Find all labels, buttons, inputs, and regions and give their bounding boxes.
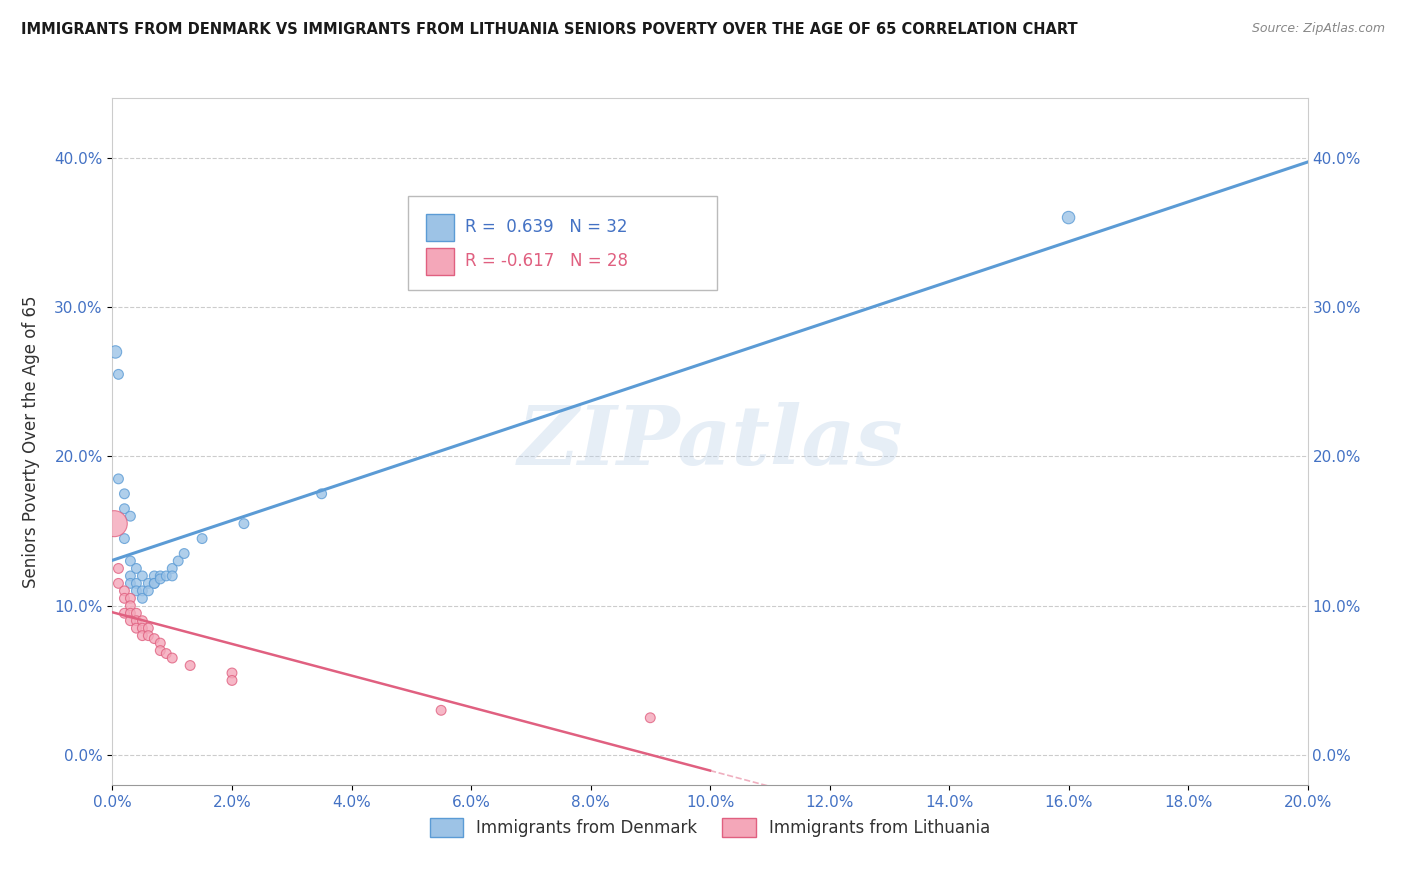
Point [640, 711, 662, 725]
Point [131, 621, 153, 635]
Point [120, 607, 142, 621]
Text: IMMIGRANTS FROM DENMARK VS IMMIGRANTS FROM LITHUANIA SENIORS POVERTY OVER THE AG: IMMIGRANTS FROM DENMARK VS IMMIGRANTS FR… [21, 22, 1078, 37]
Point [179, 658, 201, 673]
Point [138, 576, 160, 591]
Point [131, 569, 153, 583]
Point [149, 636, 172, 650]
Point [107, 472, 129, 486]
Point [138, 583, 160, 598]
Point [162, 561, 183, 575]
Point [120, 576, 142, 591]
Point [167, 554, 190, 568]
Point [131, 614, 153, 628]
Point [114, 591, 135, 606]
Point [221, 673, 243, 688]
Point [221, 665, 243, 680]
Point [143, 632, 166, 646]
Point [155, 647, 177, 661]
Point [143, 569, 166, 583]
Point [149, 572, 172, 586]
Text: ZIPatlas: ZIPatlas [517, 401, 903, 482]
Point [311, 487, 333, 501]
Point [107, 576, 129, 591]
Point [125, 614, 148, 628]
Point [107, 561, 129, 575]
Text: R =  0.639   N = 32: R = 0.639 N = 32 [465, 219, 628, 236]
Point [120, 591, 142, 606]
Point [131, 591, 153, 606]
Point [114, 583, 135, 598]
Point [120, 569, 142, 583]
Point [143, 576, 166, 591]
Point [114, 532, 135, 546]
Point [107, 368, 129, 382]
Point [120, 554, 142, 568]
Point [162, 651, 183, 665]
Point [191, 532, 214, 546]
Point [125, 621, 148, 635]
Point [155, 569, 177, 583]
Y-axis label: Seniors Poverty Over the Age of 65: Seniors Poverty Over the Age of 65 [22, 295, 41, 588]
Point [149, 569, 172, 583]
Point [114, 501, 135, 516]
Point [143, 576, 166, 591]
Point [162, 569, 183, 583]
Point [430, 703, 453, 717]
Point [114, 487, 135, 501]
Point [125, 576, 148, 591]
Point [131, 583, 153, 598]
Text: R = -0.617   N = 28: R = -0.617 N = 28 [465, 252, 628, 270]
Text: Source: ZipAtlas.com: Source: ZipAtlas.com [1251, 22, 1385, 36]
Point [149, 643, 172, 657]
Point [120, 599, 142, 613]
Point [233, 516, 256, 531]
Point [138, 629, 160, 643]
Point [173, 547, 195, 561]
Point [138, 621, 160, 635]
Point [1057, 211, 1080, 225]
Legend: Immigrants from Denmark, Immigrants from Lithuania: Immigrants from Denmark, Immigrants from… [422, 809, 998, 846]
Point [125, 607, 148, 621]
Point [114, 607, 135, 621]
Point [104, 345, 127, 359]
Point [125, 583, 148, 598]
Point [131, 629, 153, 643]
Point [103, 516, 125, 531]
Point [120, 509, 142, 524]
Point [125, 561, 148, 575]
Point [120, 614, 142, 628]
